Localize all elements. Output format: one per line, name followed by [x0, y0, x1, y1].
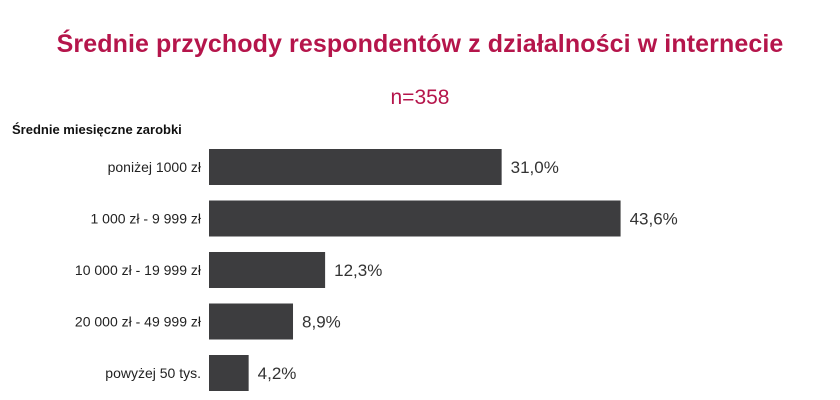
value-label: 4,2%	[258, 364, 297, 383]
value-label: 31,0%	[511, 158, 559, 177]
chart-subtitle: n=358	[390, 86, 450, 109]
category-label: 1 000 zł - 9 999 zł	[90, 211, 201, 227]
category-label: poniżej 1000 zł	[108, 159, 202, 175]
value-label: 8,9%	[302, 313, 341, 332]
value-label: 12,3%	[334, 261, 382, 280]
value-label: 43,6%	[630, 210, 678, 229]
category-axis-title: Średnie miesięczne zarobki	[12, 122, 182, 137]
bar	[209, 200, 621, 237]
bar	[209, 355, 249, 391]
category-label: 20 000 zł - 49 999 zł	[75, 314, 202, 330]
category-label: powyżej 50 tys.	[105, 365, 201, 381]
bar	[209, 303, 294, 340]
category-label: 10 000 zł - 19 999 zł	[75, 262, 202, 278]
chart-title: Średnie przychody respondentów z działal…	[56, 30, 784, 58]
bar	[209, 252, 326, 288]
bar	[209, 149, 502, 185]
